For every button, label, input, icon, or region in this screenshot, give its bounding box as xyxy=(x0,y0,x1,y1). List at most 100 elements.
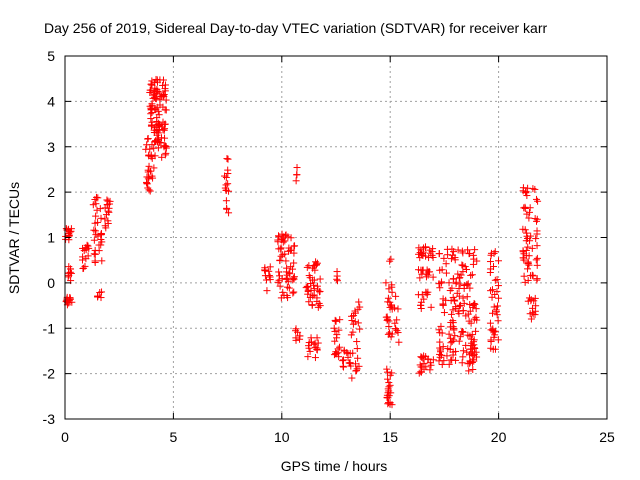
data-point xyxy=(429,245,437,253)
data-point xyxy=(91,246,99,254)
data-point xyxy=(467,349,475,357)
data-point xyxy=(331,337,339,345)
data-point xyxy=(435,357,443,365)
data-point xyxy=(533,254,541,262)
data-point xyxy=(153,131,161,139)
data-point xyxy=(449,306,457,314)
data-point xyxy=(417,266,425,274)
data-point xyxy=(532,256,540,264)
data-point xyxy=(466,301,474,309)
data-point xyxy=(493,275,501,283)
data-point xyxy=(466,351,474,359)
data-point xyxy=(330,351,338,359)
data-point xyxy=(521,205,529,213)
data-point xyxy=(446,334,454,342)
data-points xyxy=(62,75,542,409)
data-point xyxy=(277,245,285,253)
data-point xyxy=(491,276,499,284)
data-point xyxy=(162,106,170,114)
data-point xyxy=(153,117,161,125)
data-point xyxy=(442,269,450,277)
data-point xyxy=(261,267,269,275)
data-point xyxy=(447,356,455,364)
y-tick-label: 4 xyxy=(47,93,55,109)
data-point xyxy=(351,318,359,326)
data-point xyxy=(456,274,464,282)
data-point xyxy=(487,338,495,346)
data-point xyxy=(101,215,109,223)
data-point xyxy=(150,164,158,172)
data-point xyxy=(143,180,151,188)
data-point xyxy=(148,154,156,162)
data-point xyxy=(382,279,390,287)
data-point xyxy=(103,201,111,209)
data-point xyxy=(491,290,499,298)
data-point xyxy=(491,248,499,256)
data-point xyxy=(487,251,495,259)
data-point xyxy=(489,309,497,317)
data-point xyxy=(354,319,362,327)
data-point xyxy=(266,263,274,271)
data-point xyxy=(62,297,70,305)
data-point xyxy=(303,263,311,271)
data-point xyxy=(468,331,476,339)
data-point xyxy=(455,310,463,318)
data-point xyxy=(151,94,159,102)
data-point xyxy=(292,177,300,185)
data-point xyxy=(445,279,453,287)
data-point xyxy=(156,101,164,109)
data-point xyxy=(384,294,392,302)
data-point xyxy=(283,274,291,282)
data-point xyxy=(224,180,232,188)
data-point xyxy=(417,304,425,312)
data-point xyxy=(521,278,529,286)
data-point xyxy=(292,327,300,335)
data-point xyxy=(417,368,425,376)
data-point xyxy=(161,81,169,89)
data-point xyxy=(154,138,162,146)
data-point xyxy=(533,261,541,269)
data-point xyxy=(333,331,341,339)
data-point xyxy=(519,248,527,256)
data-point xyxy=(222,173,230,181)
data-point xyxy=(487,326,495,334)
data-point xyxy=(146,89,154,97)
data-point xyxy=(274,278,282,286)
data-point xyxy=(387,255,395,263)
data-point xyxy=(89,201,97,209)
data-point xyxy=(456,302,464,310)
data-point xyxy=(440,254,448,262)
data-point xyxy=(150,144,158,152)
data-point xyxy=(308,301,316,309)
data-point xyxy=(392,292,400,300)
data-point xyxy=(460,299,468,307)
data-point xyxy=(145,173,153,181)
data-point xyxy=(289,274,297,282)
data-point xyxy=(353,345,361,353)
data-point xyxy=(345,359,353,367)
data-point xyxy=(494,336,502,344)
data-point xyxy=(80,264,88,272)
data-point xyxy=(296,335,304,343)
data-point xyxy=(353,338,361,346)
data-point xyxy=(291,242,299,250)
data-point xyxy=(524,184,532,192)
data-point xyxy=(65,263,73,271)
data-point xyxy=(532,195,540,203)
data-point xyxy=(92,193,100,201)
data-point xyxy=(442,260,450,268)
data-point xyxy=(465,367,473,375)
data-point xyxy=(489,325,497,333)
data-point xyxy=(487,265,495,273)
data-point xyxy=(277,252,285,260)
data-point xyxy=(147,122,155,130)
data-point xyxy=(447,297,455,305)
data-point xyxy=(469,348,477,356)
data-point xyxy=(388,302,396,310)
data-point xyxy=(386,371,394,379)
axis-ticks: 0 5 10 15 20 25 -3 -2 -1 0 1 2 3 4 5 xyxy=(43,48,615,445)
data-point xyxy=(435,250,443,258)
data-point xyxy=(494,257,502,265)
data-point xyxy=(473,257,481,265)
data-point xyxy=(150,90,158,98)
